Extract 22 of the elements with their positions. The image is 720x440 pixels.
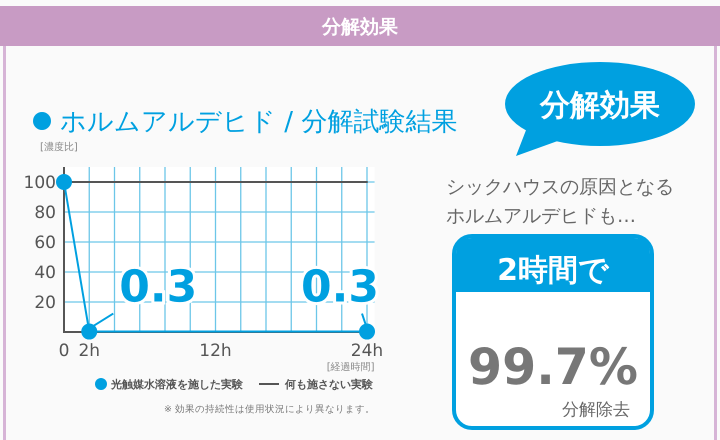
y-tick-label: 100 <box>24 173 56 193</box>
y-tick-label: 20 <box>34 293 56 313</box>
text: 分解効果 <box>539 88 660 123</box>
x-axis-title: [経過時間] <box>326 361 375 373</box>
x-tick-label: 24h <box>350 341 384 361</box>
text: ※ 効果の持続性は使用状況により異なります。 <box>164 403 375 415</box>
text: シックハウスの原因となる <box>446 176 674 198</box>
legend-label: 光触媒水溶液を施した実験 <box>110 378 244 391</box>
y-tick-label: 40 <box>34 263 56 283</box>
y-tick-label: 80 <box>34 203 56 223</box>
legend-label: 何も施さない実験 <box>284 378 374 391</box>
text: ホルムアルデヒドも… <box>446 205 636 227</box>
chart-title: 分解効果 <box>321 16 399 38</box>
text: 分解除去 <box>562 400 630 420</box>
chart-subtitle: ホルムアルデヒド / 分解試験結果 <box>60 107 458 137</box>
text: 2時間で <box>497 253 610 288</box>
x-tick-label: 2h <box>78 341 100 361</box>
text: 99.7% <box>468 338 642 396</box>
x-tick-label: 0 <box>58 341 70 361</box>
y-tick-label: 60 <box>34 233 56 253</box>
x-tick-label: 12h <box>199 341 232 361</box>
y-axis-title: [濃度比] <box>40 141 78 153</box>
